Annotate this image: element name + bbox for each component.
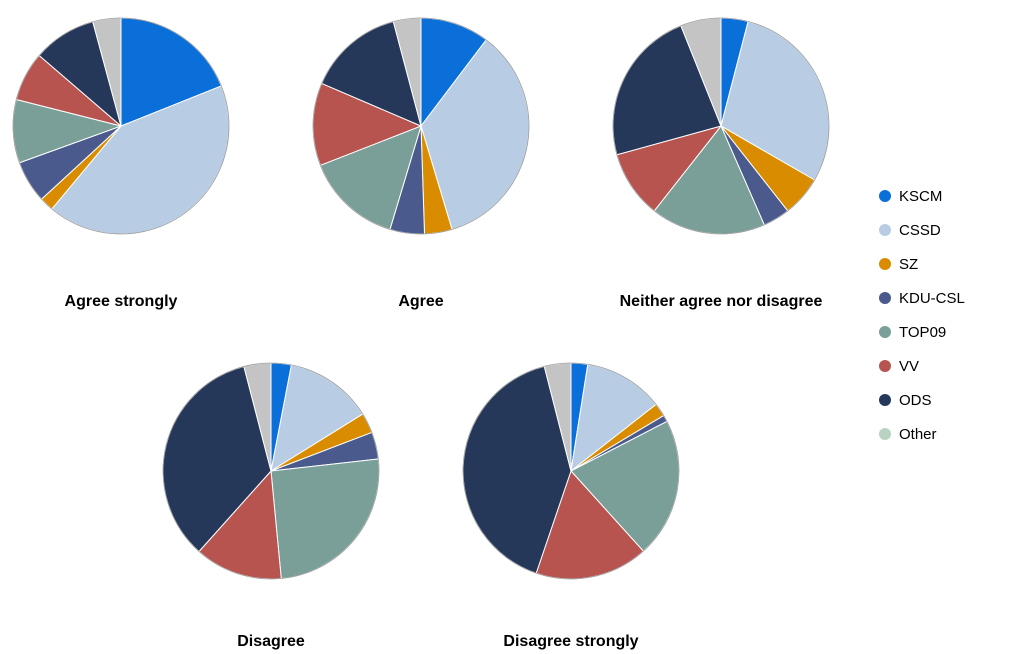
pie-outline xyxy=(312,17,530,235)
pie-outline xyxy=(462,362,680,580)
legend-label: VV xyxy=(899,358,919,375)
legend-item-vv: VV xyxy=(879,358,919,375)
pie-neither-agree-nor-disagree xyxy=(612,17,830,235)
legend-label: SZ xyxy=(899,256,918,273)
legend-marker xyxy=(879,326,891,338)
pies-layer xyxy=(12,17,830,580)
legend-item-cssd: CSSD xyxy=(879,222,941,239)
legend-marker xyxy=(879,292,891,304)
pie-title: Disagree xyxy=(237,633,305,650)
pie-disagree xyxy=(162,362,380,580)
legend: KSCM CSSD SZ KDU-CSL TOP09 VV ODS Other xyxy=(879,188,965,443)
legend-item-kscm: KSCM xyxy=(879,188,942,205)
pie-outline xyxy=(162,362,380,580)
legend-item-kdu-csl: KDU-CSL xyxy=(879,290,965,307)
legend-label: KDU-CSL xyxy=(899,290,965,307)
legend-marker xyxy=(879,428,891,440)
pie-title: Disagree strongly xyxy=(503,633,638,650)
legend-marker xyxy=(879,190,891,202)
legend-marker xyxy=(879,258,891,270)
pie-title: Agree strongly xyxy=(65,293,178,310)
legend-item-top09: TOP09 xyxy=(879,324,946,341)
pie-agree-strongly xyxy=(12,17,230,235)
pie-outline xyxy=(12,17,230,235)
legend-marker xyxy=(879,224,891,236)
legend-label: KSCM xyxy=(899,188,942,205)
pie-title: Agree xyxy=(398,293,443,310)
pie-title: Neither agree nor disagree xyxy=(620,293,823,310)
legend-marker xyxy=(879,360,891,372)
legend-item-ods: ODS xyxy=(879,392,932,409)
titles-layer: Agree strongly Agree Neither agree nor dis… xyxy=(65,293,823,650)
legend-item-other: Other xyxy=(879,426,937,443)
pie-slice-disagree-top09 xyxy=(270,458,380,580)
legend-label: ODS xyxy=(899,392,932,409)
legend-marker xyxy=(879,394,891,406)
legend-item-sz: SZ xyxy=(879,256,918,273)
legend-label: Other xyxy=(899,426,937,443)
pie-agree xyxy=(312,17,530,235)
pie-disagree-strongly xyxy=(462,362,680,580)
legend-label: TOP09 xyxy=(899,324,946,341)
pie-outline xyxy=(612,17,830,235)
legend-label: CSSD xyxy=(899,222,941,239)
